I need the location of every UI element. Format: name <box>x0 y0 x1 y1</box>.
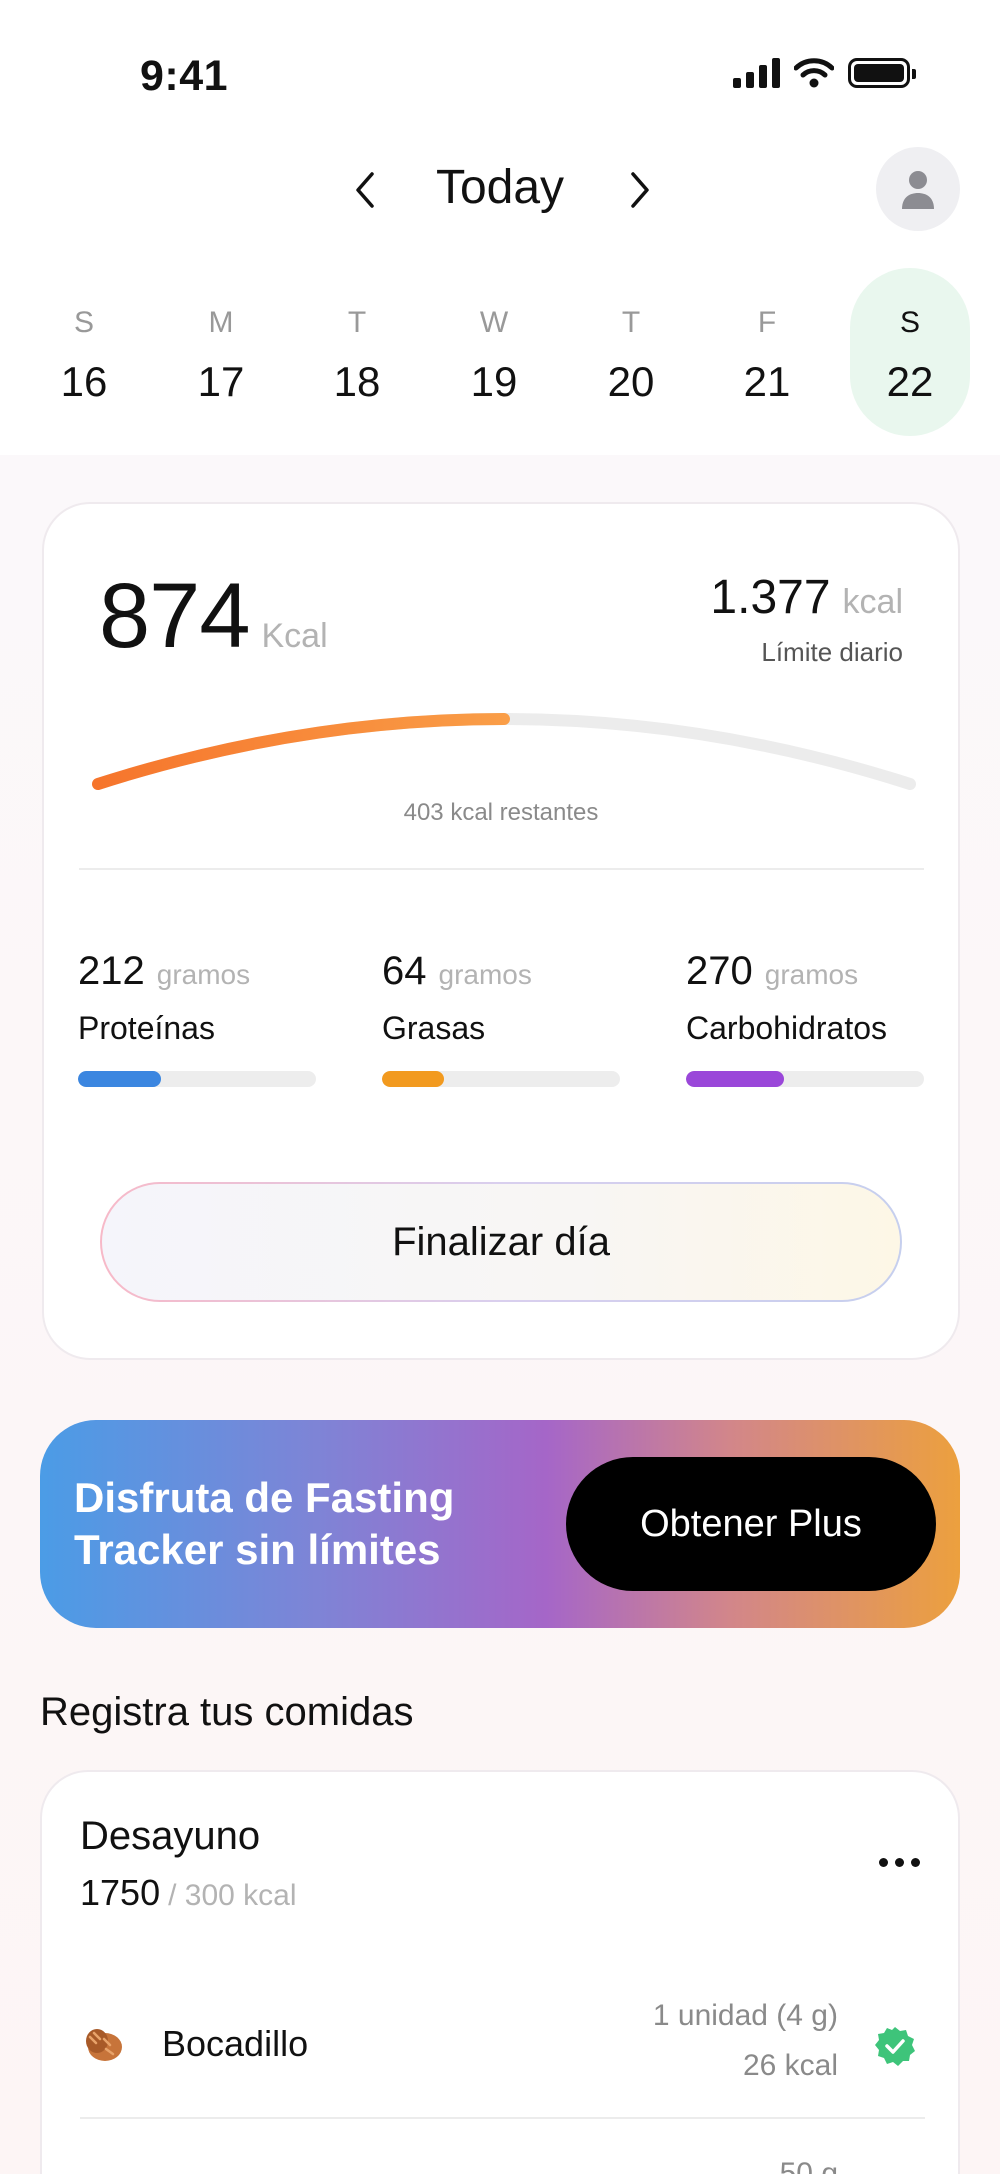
day-cell[interactable]: M 17 <box>161 268 281 436</box>
day-number: 17 <box>197 358 245 405</box>
week-strip: S 16 M 17 T 18 W 19 T 20 F 21 S 22 <box>24 268 974 436</box>
macro-progress-fill <box>382 1071 444 1087</box>
meal-kcal-value: 1750 <box>80 1872 161 1913</box>
food-quantity: 50 g <box>779 2157 838 2174</box>
day-cell[interactable]: W 19 <box>434 268 554 436</box>
chevron-right-icon <box>631 172 649 208</box>
day-cell[interactable]: S 16 <box>24 268 144 436</box>
profile-avatar-button[interactable] <box>876 147 960 231</box>
chevron-left-icon <box>356 172 374 208</box>
macro-unit: gramos <box>438 959 532 990</box>
remaining-calories: 403 kcal restantes <box>403 799 599 826</box>
get-plus-button[interactable]: Obtener Plus <box>566 1457 936 1591</box>
calorie-progress-arc <box>92 713 916 790</box>
calorie-summary-card: 874 Kcal 1.377 kcal Límite diario 403 kc… <box>42 502 960 1360</box>
food-name: Bocadillo <box>162 2023 309 2064</box>
status-icons <box>733 58 916 88</box>
day-number: 22 <box>886 358 934 405</box>
day-letter: S <box>73 306 94 339</box>
macro-fat: 64 gramos Grasas <box>382 949 620 1087</box>
more-dot <box>895 1858 904 1867</box>
macro-progress-bar <box>686 1071 924 1087</box>
arc-progress <box>92 713 916 790</box>
promo-banner: Disfruta de Fasting Tracker sin límites … <box>40 1420 960 1628</box>
macro-progress-fill <box>686 1071 784 1087</box>
wifi-icon <box>794 58 834 88</box>
macro-name: Proteínas <box>78 1010 215 1046</box>
meal-name: Desayuno <box>80 1814 261 1858</box>
finish-day-button[interactable]: Finalizar día <box>102 1184 900 1300</box>
food-item-row[interactable]: Bocadillo 1 unidad (4 g) 26 kcal <box>42 1987 958 2107</box>
limit-unit: kcal <box>842 583 903 621</box>
day-cell[interactable]: F 21 <box>707 268 827 436</box>
food-quantity: 1 unidad (4 g) <box>652 1999 838 2032</box>
macro-carbs: 270 gramos Carbohidratos <box>686 949 924 1087</box>
day-number: 19 <box>470 358 518 405</box>
macro-progress-fill <box>78 1071 162 1087</box>
next-day-button[interactable] <box>620 165 660 215</box>
check-badge-icon <box>875 2027 915 2066</box>
macro-value: 64 <box>382 949 427 993</box>
divider <box>80 2117 925 2119</box>
macro-value: 212 <box>78 949 145 993</box>
day-letter: F <box>757 306 777 339</box>
day-letter: W <box>479 306 509 339</box>
macro-protein: 212 gramos Proteínas <box>78 949 316 1087</box>
battery-icon <box>848 58 916 88</box>
meal-kcal-target: / 300 kcal <box>168 1879 297 1912</box>
macro-progress-bar <box>382 1071 620 1087</box>
food-kcal: 26 kcal <box>742 2049 838 2082</box>
daily-limit: 1.377 kcal Límite diario <box>710 570 903 668</box>
day-letter: S <box>899 306 920 339</box>
day-number: 20 <box>607 358 655 405</box>
day-number: 21 <box>743 358 791 405</box>
meal-card-breakfast: Desayuno 1750 / 300 kcal Bocadillo 1 uni… <box>40 1770 960 2174</box>
status-time: 9:41 <box>140 52 229 100</box>
more-dot <box>911 1858 920 1867</box>
macro-unit: gramos <box>156 959 251 990</box>
consumed-unit: Kcal <box>261 617 328 655</box>
day-number: 18 <box>333 358 381 405</box>
user-icon <box>902 171 934 209</box>
page-title: Today <box>435 161 565 214</box>
promo-text: Disfruta de Fasting Tracker sin límites <box>74 1474 455 1573</box>
macro-name: Grasas <box>382 1010 486 1046</box>
day-letter: T <box>621 306 641 339</box>
more-dot <box>879 1858 888 1867</box>
day-cell[interactable]: T 20 <box>571 268 691 436</box>
consumed-value: 874 <box>99 565 250 667</box>
macro-value: 270 <box>686 949 753 993</box>
limit-value: 1.377 <box>710 571 831 624</box>
limit-label: Límite diario <box>761 637 903 667</box>
macro-progress-bar <box>78 1071 316 1087</box>
day-cell[interactable]: T 18 <box>297 268 417 436</box>
section-title: Registra tus comidas <box>40 1690 414 1734</box>
macro-name: Carbohidratos <box>686 1010 887 1046</box>
bread-icon <box>86 2029 122 2061</box>
more-options-button[interactable] <box>879 1850 920 1875</box>
cellular-signal-icon <box>733 58 780 88</box>
day-letter: M <box>208 306 234 339</box>
consumed-calories: 874 Kcal <box>99 564 328 669</box>
finish-day-button-border: Finalizar día <box>100 1182 902 1302</box>
divider <box>79 868 924 870</box>
day-number: 16 <box>60 358 108 405</box>
meal-calories: 1750 / 300 kcal <box>80 1872 297 1914</box>
day-letter: T <box>347 306 367 339</box>
previous-day-button[interactable] <box>345 165 385 215</box>
day-cell-selected[interactable]: S 22 <box>850 268 970 436</box>
macro-unit: gramos <box>764 959 859 990</box>
